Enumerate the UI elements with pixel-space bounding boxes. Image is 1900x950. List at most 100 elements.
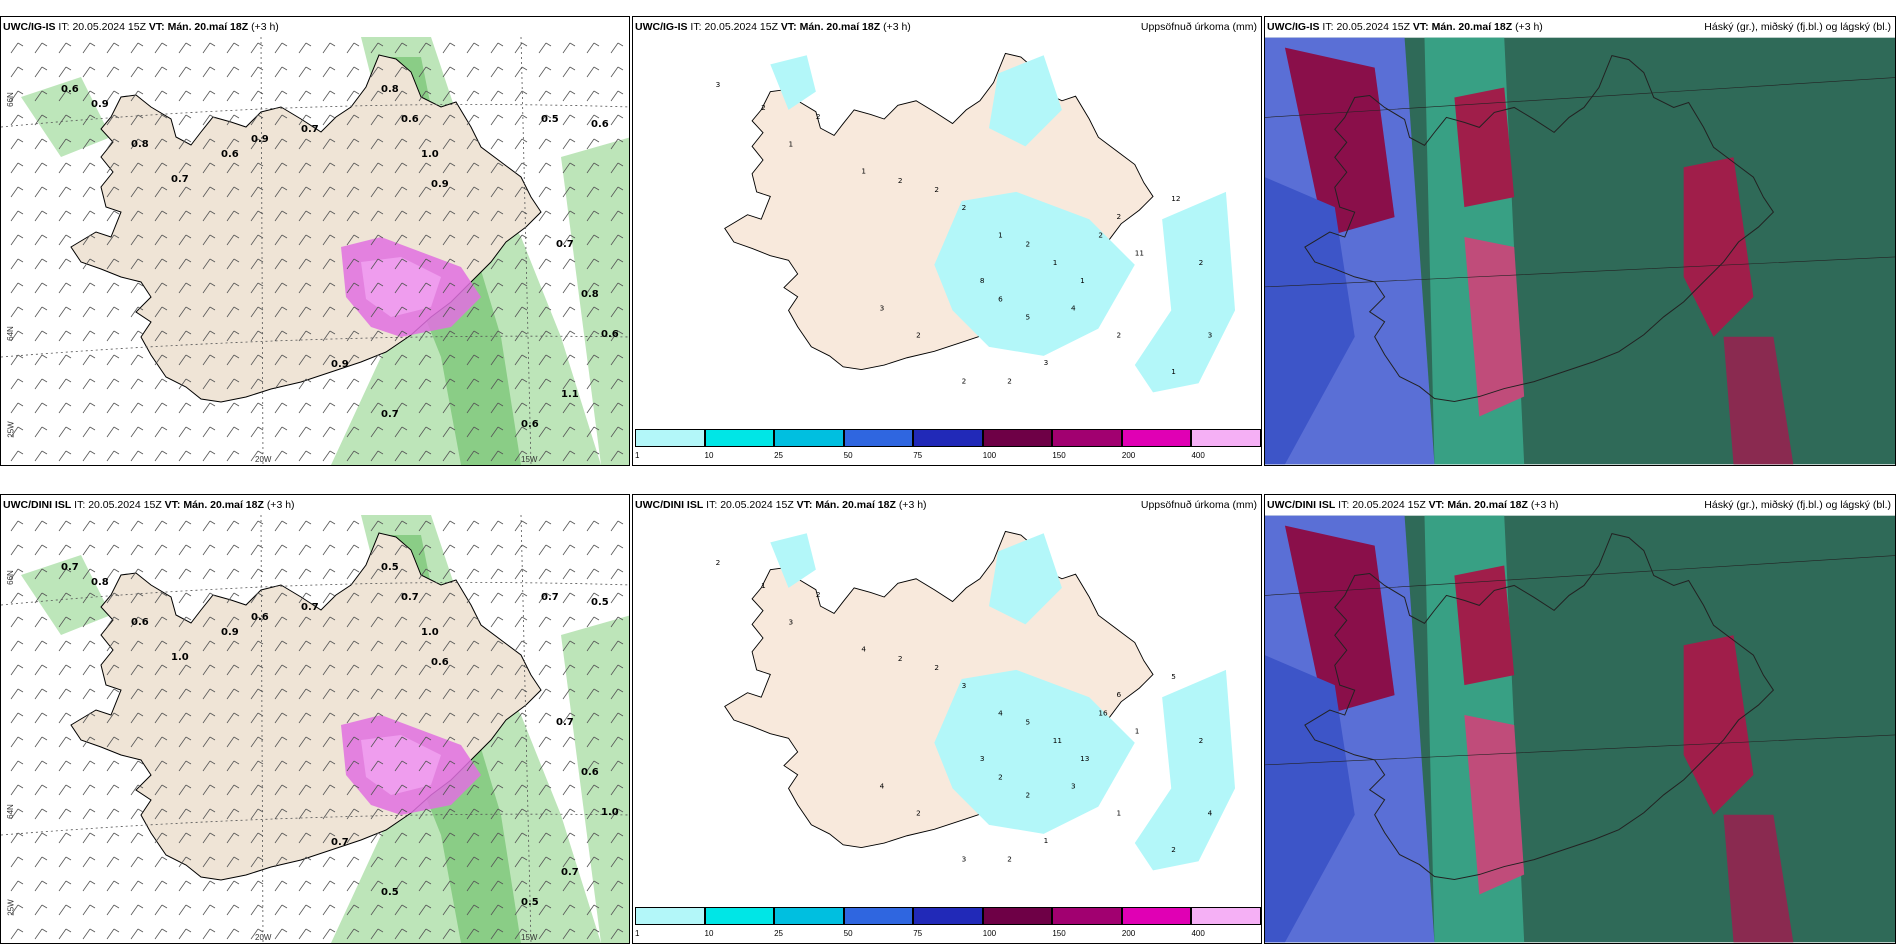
colorbar-swatch — [635, 907, 705, 925]
precip-value-label: 2 — [1007, 376, 1012, 385]
precip-value-label: 2 — [1199, 736, 1204, 745]
precip-colorbar: 1 10 25 50 75 100 150 200 400 — [635, 907, 1261, 938]
lat-label: 64N — [5, 326, 15, 341]
precip-value-label: 1 — [1171, 367, 1176, 376]
precip-value-label: 2 — [998, 772, 1003, 781]
wind-value-label: 0.7 — [301, 602, 319, 613]
lat-label: 66N — [5, 92, 15, 107]
precip-value-label: 1 — [1044, 836, 1049, 845]
precip-value-label: 2 — [761, 103, 766, 112]
precip-value-label: 1 — [1080, 276, 1085, 285]
colorbar-swatch — [1121, 429, 1192, 447]
precip-value-label: 3 — [1044, 358, 1049, 367]
precip-value-label: 3 — [716, 80, 721, 89]
colorbar-label: 100 — [982, 929, 997, 938]
panel-title: UWC/DINI ISL IT: 20.05.2024 15Z VT: Mán.… — [635, 499, 927, 511]
wind-value-label: 0.6 — [591, 119, 609, 130]
precip-value-label: 3 — [962, 681, 967, 690]
precip-value-label: 16 — [1098, 708, 1108, 717]
precip-value-label: 2 — [1199, 258, 1204, 267]
wind-value-label: 0.5 — [381, 562, 399, 573]
precip-value-label: 3 — [1208, 331, 1213, 340]
wind-value-label: 0.9 — [331, 359, 349, 370]
precip-value-label: 3 — [962, 854, 967, 863]
precip-value-label: 2 — [1117, 331, 1122, 340]
colorbar-label: 25 — [774, 451, 784, 460]
lon-label: 15W — [521, 933, 538, 942]
precip-value-label: 4 — [1071, 303, 1076, 312]
precip-value-label: 3 — [1071, 781, 1076, 790]
colorbar-label: 150 — [1052, 929, 1066, 938]
wind-value-label: 0.7 — [61, 562, 79, 573]
panel-title: UWC/IG-IS IT: 20.05.2024 15Z VT: Mán. 20… — [3, 21, 279, 33]
precip-value-label: 2 — [934, 663, 939, 672]
colorbar-swatch — [982, 429, 1053, 447]
precip-value-label: 13 — [1080, 754, 1090, 763]
wind-panel-top: UWC/IG-IS IT: 20.05.2024 15Z VT: Mán. 20… — [0, 16, 630, 466]
wind-value-label: 0.6 — [61, 84, 79, 95]
precip-value-label: 2 — [816, 112, 821, 121]
panel-title: UWC/IG-IS IT: 20.05.2024 15Z VT: Mán. 20… — [1267, 21, 1543, 33]
wind-value-label: 1.0 — [421, 149, 439, 160]
precip-value-label: 5 — [1025, 312, 1030, 321]
precip-value-label: 1 — [1135, 727, 1140, 736]
precip-value-label: 2 — [1025, 790, 1030, 799]
precip-value-label: 1 — [1117, 809, 1122, 818]
precip-title: Uppsöfnuð úrkoma (mm) — [1140, 21, 1257, 33]
colorbar-swatch — [843, 907, 914, 925]
colorbar-label: 1 — [635, 929, 640, 938]
wind-value-label: 1.0 — [601, 807, 619, 818]
precip-value-label: 5 — [1025, 718, 1030, 727]
precip-value-label: 2 — [898, 654, 903, 663]
precip-value-label: 12 — [1171, 194, 1180, 203]
colorbar-label: 150 — [1052, 451, 1066, 460]
precip-value-label: 4 — [861, 645, 866, 654]
wind-value-label: 0.7 — [556, 239, 574, 250]
precip-value-label: 4 — [880, 781, 885, 790]
wind-value-label: 0.7 — [381, 409, 399, 420]
precip-value-label: 2 — [962, 203, 967, 212]
precip-value-label: 2 — [916, 331, 921, 340]
wind-value-label: 0.6 — [251, 612, 269, 623]
colorbar-label: 10 — [704, 451, 714, 460]
wind-panel-bottom: UWC/DINI ISL IT: 20.05.2024 15Z VT: Mán.… — [0, 494, 630, 944]
colorbar-swatch — [704, 907, 775, 925]
colorbar-swatch — [1191, 429, 1261, 447]
precip-value-label: 4 — [1208, 809, 1213, 818]
precip-value-label: 1 — [998, 230, 1003, 239]
colorbar-label: 200 — [1121, 451, 1136, 460]
wind-value-label: 0.8 — [581, 289, 599, 300]
colorbar-label: 400 — [1191, 451, 1205, 460]
wind-value-label: 0.9 — [221, 627, 239, 638]
wind-value-label: 0.5 — [591, 597, 609, 608]
lon-label: 15W — [521, 455, 538, 464]
precip-colorbar: 1 10 25 50 75 100 150 200 400 — [635, 429, 1261, 460]
precip-value-label: 4 — [998, 708, 1003, 717]
wind-value-label: 0.7 — [301, 124, 319, 135]
precip-value-label: 11 — [1053, 736, 1062, 745]
wind-value-label: 0.6 — [131, 617, 149, 628]
precip-value-label: 2 — [1007, 854, 1012, 863]
wind-value-label: 0.8 — [381, 84, 399, 95]
precip-value-label: 8 — [980, 276, 985, 285]
wind-value-label: 0.7 — [401, 592, 419, 603]
wind-value-label: 0.9 — [251, 134, 269, 145]
wind-value-label: 1.1 — [561, 389, 579, 400]
cloud-map — [1265, 37, 1895, 465]
cloud-title: Háský (gr.), miðský (fj.bl.) og lágský (… — [1704, 21, 1891, 33]
colorbar-label: 50 — [843, 451, 853, 460]
precip-value-label: 2 — [816, 590, 821, 599]
precip-value-label: 6 — [998, 294, 1003, 303]
colorbar-swatch — [635, 429, 705, 447]
precip-value-label: 2 — [962, 376, 967, 385]
precip-value-label: 1 — [861, 167, 866, 176]
colorbar-label: 200 — [1121, 929, 1136, 938]
wind-value-label: 0.6 — [581, 767, 599, 778]
wind-value-label: 0.5 — [381, 887, 399, 898]
lon-label: 20W — [255, 933, 272, 942]
wind-value-label: 0.7 — [556, 717, 574, 728]
colorbar-swatch — [1052, 907, 1122, 925]
lat-label: 25W — [6, 421, 16, 438]
